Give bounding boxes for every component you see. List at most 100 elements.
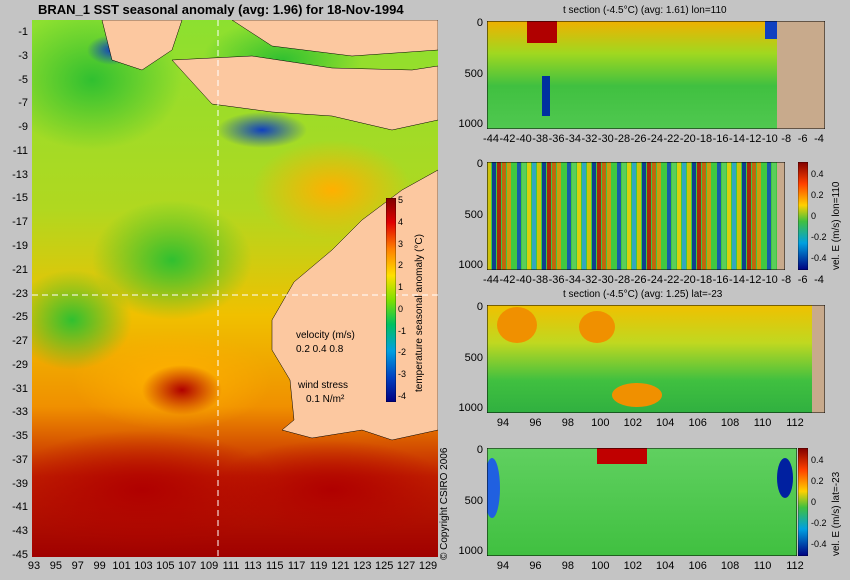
- x-tick-label: -20: [679, 133, 696, 145]
- x-tick-label: 107: [178, 560, 197, 572]
- vel-colorbar-lat: [798, 448, 808, 556]
- sst-colorbar: [386, 198, 396, 402]
- x-tick-label: -12: [745, 274, 762, 286]
- land-sumatra: [101, 20, 183, 71]
- x-tick-label: 104: [656, 417, 675, 429]
- velocity-label: velocity (m/s): [296, 330, 355, 341]
- y-tick-label: 3: [398, 238, 404, 249]
- velocity-stripe: [617, 162, 621, 270]
- map-y-ticks: -1 -3 -5 -7 -9 -11 -13 -15 -17 -19 -21 -23 -25 -27 -29…: [0, 20, 30, 561]
- y-tick-label: -29: [12, 358, 28, 371]
- velocity-stripe: [492, 162, 496, 270]
- x-tick-label: -28: [614, 133, 631, 145]
- x-tick-label: -40: [515, 274, 532, 286]
- y-tick-label: 2: [398, 260, 404, 271]
- t-section-lon-plot: [487, 21, 825, 129]
- velocity-stripe: [767, 162, 771, 270]
- velocity-stripe: [587, 162, 591, 270]
- x-tick-label: 106: [688, 560, 707, 572]
- velocity-stripe: [567, 162, 571, 270]
- velocity-stripe: [512, 162, 516, 270]
- velocity-stripe: [637, 162, 641, 270]
- x-tick-label: 96: [529, 417, 542, 429]
- t-section-lat-title: t section (-4.5°C) (avg: 1.25) lat=-23: [563, 289, 723, 300]
- vel-section-lat-x-ticks: 94 96 98 100 102 104 106 108 110 112: [487, 560, 804, 574]
- x-tick-label: -24: [647, 274, 663, 286]
- x-tick-label: -30: [597, 274, 614, 286]
- y-tick-label: -2: [398, 347, 407, 358]
- x-tick-label: 101: [112, 560, 131, 572]
- y-tick-label: -15: [12, 192, 28, 205]
- velocity-stripe: [547, 162, 551, 270]
- y-tick-label: -4: [398, 391, 407, 401]
- x-tick-label: 98: [561, 560, 574, 572]
- x-tick-label: 102: [623, 560, 642, 572]
- velocity-stripe: [542, 162, 546, 270]
- x-tick-label: -8: [781, 133, 792, 145]
- x-tick-label: 97: [71, 560, 84, 572]
- y-tick-label: 1000: [458, 259, 483, 271]
- x-tick-label: -24: [647, 133, 663, 145]
- x-tick-label: -12: [745, 133, 762, 145]
- y-tick-label: -33: [12, 406, 28, 419]
- land-australia: [271, 169, 438, 441]
- velocity-stripe: [592, 162, 596, 270]
- velocity-scale: 0.2 0.4 0.8: [296, 344, 344, 355]
- velocity-stripe: [727, 162, 731, 270]
- t-section-lon-x-ticks: -44 -42 -40 -38 -36 -34 -32 -30 -28 -26 -24 -22 -20-…: [483, 133, 825, 147]
- x-tick-label: 119: [309, 560, 328, 572]
- x-tick-label: -38: [532, 274, 549, 286]
- y-tick-label: 0: [476, 158, 483, 170]
- x-tick-label: -28: [614, 274, 631, 286]
- vel-section-lon-plot: [487, 162, 785, 270]
- velocity-stripe: [737, 162, 741, 270]
- x-tick-label: -36: [548, 274, 565, 286]
- velocity-stripe: [712, 162, 716, 270]
- x-tick-label: -42: [499, 274, 516, 286]
- vel-colorbar-lon: [798, 162, 808, 270]
- y-tick-label: -39: [12, 477, 28, 490]
- x-tick-label: -22: [663, 133, 680, 145]
- y-tick-label: 1000: [458, 402, 483, 414]
- y-tick-label: 5: [398, 195, 404, 205]
- x-tick-label: 129: [418, 560, 438, 572]
- t-section-lon-y-ticks: 0 500 1000: [452, 17, 485, 130]
- y-tick-label: 0: [811, 497, 817, 507]
- y-tick-label: -0.2: [811, 518, 827, 528]
- x-tick-label: -6: [797, 133, 808, 145]
- vel-colorbar-lon-ticks: 0.4 0.2 0 -0.2 -0.4: [809, 162, 827, 270]
- velocity-stripe: [562, 162, 566, 270]
- velocity-stripe: [602, 162, 606, 270]
- x-tick-label: -34: [565, 274, 581, 286]
- x-tick-label: 96: [529, 560, 542, 572]
- x-tick-label: -10: [761, 274, 778, 286]
- velocity-stripe: [507, 162, 511, 270]
- velocity-stripe: [657, 162, 661, 270]
- y-tick-label: -9: [18, 121, 28, 134]
- t-section-lat-x-ticks: 94 96 98 100 102 104 106 108 110 112: [487, 417, 825, 431]
- x-tick-label: 115: [265, 560, 284, 572]
- map-x-ticks: 93 95 97 99 101 103 105 107 109 111 113 115 117 119 12…: [28, 560, 438, 576]
- x-tick-label: -26: [630, 133, 647, 145]
- x-tick-label: 109: [199, 560, 219, 572]
- y-tick-label: 0: [476, 17, 483, 29]
- vel-section-lon-y-ticks: 0 500 1000: [452, 158, 485, 271]
- x-tick-label: 108: [720, 560, 740, 572]
- x-tick-label: -44: [483, 133, 499, 145]
- y-tick-label: -23: [12, 287, 28, 300]
- x-tick-label: 110: [753, 417, 772, 429]
- sst-colorbar-label: temperature seasonal anomaly (°C): [414, 234, 425, 392]
- vel-section-lat-plot: [487, 448, 797, 556]
- velocity-stripe: [672, 162, 676, 270]
- x-tick-label: 112: [786, 560, 804, 572]
- x-tick-label: -14: [729, 274, 745, 286]
- velocity-stripe: [607, 162, 611, 270]
- land-borneo: [231, 20, 438, 57]
- y-tick-label: 0: [398, 303, 404, 314]
- x-tick-label: 104: [656, 560, 675, 572]
- x-tick-label: 103: [134, 560, 153, 572]
- x-tick-label: 127: [396, 560, 416, 572]
- x-tick-label: 125: [375, 560, 394, 572]
- y-tick-label: -21: [12, 263, 28, 276]
- velocity-stripe: [627, 162, 631, 270]
